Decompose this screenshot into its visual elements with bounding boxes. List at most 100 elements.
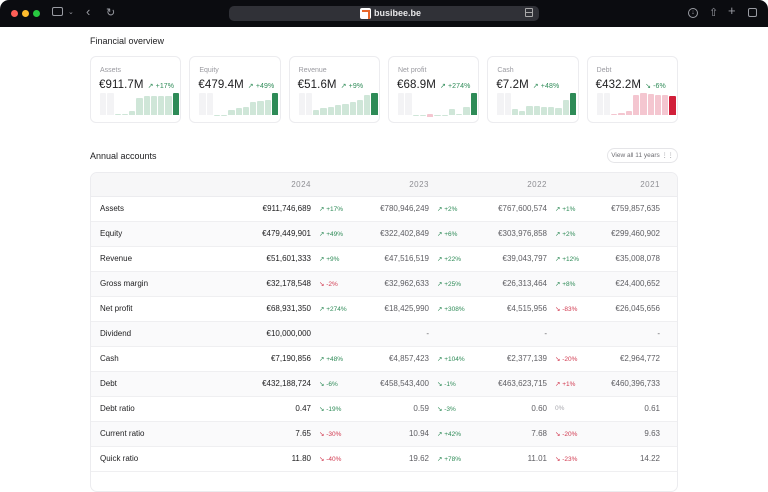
cell-change: ↘ -30% — [319, 430, 341, 438]
sparkline-bar — [648, 94, 654, 115]
cell-change-text: 0% — [555, 405, 564, 412]
card-label: Net profit — [398, 67, 426, 74]
table-row[interactable]: Equity€479,449,901€322,402,849€303,976,8… — [91, 222, 677, 247]
sparkline-bar — [342, 104, 348, 115]
sparkline-bar — [313, 110, 319, 116]
sparkline-bar — [640, 93, 646, 115]
expand-icon: ⋮⋮ — [662, 150, 674, 163]
reload-icon[interactable]: ↻ — [106, 6, 115, 20]
cell-value: 11.01 — [528, 454, 547, 463]
sparkline-bar — [548, 107, 554, 115]
url-text[interactable]: busibee.be — [374, 7, 421, 20]
sparkline-bar — [655, 95, 661, 115]
cell-change: ↘ -3% — [437, 405, 456, 413]
year-header[interactable]: 2023 — [409, 180, 429, 189]
chevron-down-icon[interactable]: ⌄ — [68, 6, 74, 20]
cell-value: €458,543,400 — [380, 379, 429, 388]
cell-value: €4,515,956 — [507, 304, 547, 313]
new-tab-icon[interactable]: + — [728, 4, 736, 18]
table-row[interactable]: Debt€432,188,724€458,543,400€463,623,715… — [91, 372, 677, 397]
cell-value: - — [657, 329, 660, 338]
table-row[interactable]: Dividend€10,000,000--- — [91, 322, 677, 347]
table-row[interactable]: Revenue€51,601,333€47,516,519€39,043,797… — [91, 247, 677, 272]
sparkline-bar — [618, 113, 624, 115]
overview-card-cash[interactable]: Cash€7.2M↗ +48% — [487, 56, 578, 123]
cell-change-text: -1% — [444, 381, 456, 388]
sparkline — [597, 93, 676, 115]
year-header[interactable]: 2024 — [291, 180, 311, 189]
minimize-window-button[interactable] — [22, 10, 29, 17]
cell-value: 0.60 — [531, 404, 547, 413]
reader-icon[interactable] — [525, 8, 533, 17]
overview-card-debt[interactable]: Debt€432.2M↘ -6% — [587, 56, 678, 123]
cell-change: ↗ +1% — [555, 380, 575, 388]
sparkline-bar — [456, 114, 462, 115]
year-header[interactable]: 2021 — [640, 180, 660, 189]
cell-value: €32,962,633 — [385, 279, 430, 288]
cell-change: ↗ +308% — [437, 305, 465, 313]
sparkline-placeholder-bar — [405, 93, 411, 115]
cell-change-text: +9% — [326, 256, 339, 263]
sparkline-bar — [512, 109, 518, 115]
cell-value: €299,460,902 — [611, 229, 660, 238]
card-change-text: +48% — [541, 83, 560, 90]
cell-change: ↗ +22% — [437, 255, 461, 263]
cell-value: €767,600,574 — [498, 204, 547, 213]
sparkline-bar — [165, 96, 171, 115]
cell-value: €68,931,350 — [267, 304, 312, 313]
cell-value: €303,976,858 — [498, 229, 547, 238]
address-bar[interactable]: busibee.be — [229, 6, 539, 21]
overview-card-assets[interactable]: Assets€911.7M↗ +17% — [90, 56, 181, 123]
overview-card-revenue[interactable]: Revenue€51.6M↗ +9% — [289, 56, 380, 123]
close-window-button[interactable] — [11, 10, 18, 17]
cell-change-text: +49% — [326, 231, 343, 238]
table-row[interactable]: Cash€7,190,856€4,857,423€2,377,139€2,964… — [91, 347, 677, 372]
sparkline-bar — [257, 101, 263, 115]
card-change: ↗ +48% — [533, 83, 560, 90]
sparkline-bar — [463, 107, 469, 115]
overview-card-net-profit[interactable]: Net profit€68.9M↗ +274% — [388, 56, 479, 123]
back-icon[interactable]: ‹ — [86, 5, 90, 19]
card-change-text: +274% — [448, 83, 471, 90]
table-row[interactable]: Gross margin€32,178,548€32,962,633€26,31… — [91, 272, 677, 297]
arrow-down-right-icon: ↘ — [645, 83, 653, 90]
share-icon[interactable]: ⇧ — [709, 6, 718, 20]
card-value-text: €479.4M — [198, 79, 243, 91]
view-all-years-button[interactable]: View all 11 years⋮⋮ — [607, 148, 678, 163]
sparkline-bar — [669, 96, 675, 115]
cell-change: ↗ +8% — [555, 280, 575, 288]
sparkline-bar — [534, 106, 540, 115]
cell-change: ↘ -20% — [555, 355, 577, 363]
zoom-window-button[interactable] — [33, 10, 40, 17]
overview-card-equity[interactable]: Equity€479.4M↗ +49% — [189, 56, 280, 123]
cell-change-text: -40% — [326, 456, 341, 463]
sparkline-bar — [328, 107, 334, 115]
download-icon[interactable]: ↓ — [688, 8, 698, 18]
tabs-icon[interactable] — [748, 8, 757, 17]
sparkline-placeholder-bar — [100, 93, 106, 115]
cell-value: €35,008,078 — [616, 254, 661, 263]
cell-value: €322,402,849 — [380, 229, 429, 238]
year-header[interactable]: 2022 — [527, 180, 547, 189]
cell-change: ↘ -6% — [319, 380, 338, 388]
sparkline-placeholder-bar — [299, 93, 305, 115]
sparkline-bar — [122, 114, 128, 115]
sparkline-bar — [570, 93, 576, 115]
sparkline — [398, 93, 477, 115]
sparkline-bar — [371, 93, 377, 115]
sidebar-icon[interactable] — [52, 7, 63, 16]
sparkline-bar — [173, 93, 179, 115]
card-value-text: €911.7M — [99, 79, 144, 91]
table-row[interactable]: Assets€911,746,689€780,946,249€767,600,5… — [91, 197, 677, 222]
cell-value: 0.61 — [644, 404, 660, 413]
cell-change-text: +1% — [562, 381, 575, 388]
sparkline-bar — [250, 102, 256, 115]
table-row[interactable]: Net profit€68,931,350€18,425,990€4,515,9… — [91, 297, 677, 322]
sparkline-bar — [151, 96, 157, 115]
cell-value: 11.80 — [292, 454, 311, 463]
card-label: Revenue — [299, 67, 327, 74]
cell-change-text: +2% — [562, 231, 575, 238]
